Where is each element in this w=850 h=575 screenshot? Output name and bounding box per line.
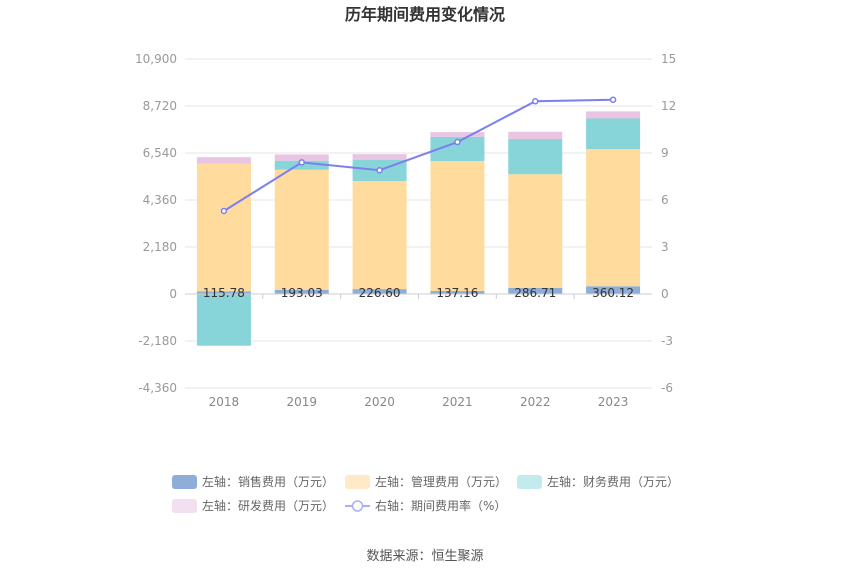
- rate-point: [454, 138, 461, 146]
- right-axis-tick-label: -6: [661, 381, 673, 395]
- bar-segment: [196, 157, 251, 164]
- legend-item[interactable]: 右轴：期间费用率（%）: [345, 498, 506, 513]
- legend-swatch: [517, 475, 542, 489]
- left-axis-tick-label: 4,360: [143, 193, 177, 207]
- data-labels: 115.78 193.03 226.60 137.16 286.71 360.12: [203, 286, 634, 300]
- data-label: 137.16: [436, 286, 478, 300]
- bar-segment: [352, 181, 407, 290]
- bar-segment: [586, 111, 641, 119]
- legend-swatch: [345, 475, 370, 489]
- legend-label: 左轴：财务费用（万元）: [547, 474, 679, 489]
- rate-line: [223, 98, 614, 212]
- bar-segment: [430, 132, 485, 137]
- legend-line-marker: [351, 500, 364, 512]
- x-axis-tick-label: 2019: [286, 395, 317, 409]
- bar-segment: [508, 139, 563, 175]
- data-label: 286.71: [514, 286, 556, 300]
- x-axis-tick-label: 2022: [520, 395, 551, 409]
- bar-series: [196, 111, 641, 346]
- legend-label: 左轴：研发费用（万元）: [202, 498, 334, 513]
- axes: 10,900 8,720 6,540 4,360 2,180 0 -2,180 -4,360 1…: [135, 52, 676, 409]
- rate-point: [376, 166, 383, 174]
- legend-item[interactable]: 左轴：销售费用（万元）: [172, 474, 334, 489]
- bar-segment: [274, 289, 329, 294]
- grid-lines: [185, 58, 652, 389]
- chart-title: 历年期间费用变化情况: [345, 5, 505, 24]
- bar-segment: [508, 287, 563, 294]
- rate-point: [298, 159, 305, 166]
- legend-swatch: [172, 499, 197, 513]
- source-note: 数据来源：恒生聚源: [366, 549, 483, 564]
- bar-segment: [430, 291, 485, 294]
- bar-segment: [274, 154, 329, 161]
- data-label: 193.03: [281, 286, 323, 300]
- bar-segment: [196, 291, 251, 294]
- x-axis-tick-label: 2020: [364, 395, 395, 409]
- legend-label: 右轴：期间费用率（%）: [375, 498, 506, 513]
- legend-swatch: [172, 475, 197, 489]
- legend-item[interactable]: 左轴：财务费用（万元）: [517, 474, 679, 489]
- legend-item[interactable]: 左轴：管理费用（万元）: [345, 474, 507, 489]
- data-label: 360.12: [592, 286, 634, 300]
- bar-segment: [508, 174, 563, 288]
- bar-segment: [196, 294, 251, 346]
- right-axis-tick-label: -3: [661, 334, 673, 348]
- rate-point: [220, 207, 228, 215]
- right-axis-tick-label: 15: [661, 52, 676, 66]
- x-axis-tick-label: 2023: [598, 395, 629, 409]
- left-axis-tick-label: 8,720: [143, 99, 177, 113]
- bar-segment: [586, 149, 641, 287]
- bar-segment: [196, 163, 251, 292]
- left-axis-tick-label: 2,180: [143, 240, 177, 254]
- rate-point: [532, 98, 539, 105]
- right-axis-tick-label: 9: [661, 146, 669, 160]
- right-axis-tick-label: 6: [661, 193, 669, 207]
- legend-item[interactable]: 左轴：研发费用（万元）: [172, 498, 334, 513]
- left-axis-tick-label: 6,540: [143, 146, 177, 160]
- bar-segment: [508, 131, 563, 140]
- right-axis-tick-label: 3: [661, 240, 669, 254]
- left-axis-tick-label: 0: [169, 287, 177, 301]
- bar-segment: [586, 286, 641, 294]
- data-label: 115.78: [203, 286, 245, 300]
- bar-segment: [274, 169, 329, 290]
- x-axis-tick-label: 2018: [209, 395, 240, 409]
- right-axis-tick-label: 12: [661, 99, 676, 113]
- left-axis-tick-label: 10,900: [135, 52, 177, 66]
- left-axis-tick-label: -4,360: [138, 381, 177, 395]
- legend-label: 左轴：销售费用（万元）: [202, 474, 334, 489]
- right-axis-tick-label: 0: [661, 287, 669, 301]
- legend[interactable]: 左轴：销售费用（万元） 左轴：管理费用（万元） 左轴：财务费用（万元） 左轴：研发费用…: [172, 474, 679, 513]
- x-axis-tick-label: 2021: [442, 395, 473, 409]
- rate-line-series: [220, 96, 617, 215]
- left-axis-tick-label: -2,180: [138, 334, 177, 348]
- legend-label: 左轴：管理费用（万元）: [375, 474, 507, 489]
- bar-segment: [430, 161, 485, 292]
- rate-point: [609, 96, 617, 103]
- data-label: 226.60: [359, 286, 401, 300]
- bar-segment: [352, 289, 407, 294]
- bar-segment: [586, 118, 641, 150]
- bar-segment: [352, 154, 407, 160]
